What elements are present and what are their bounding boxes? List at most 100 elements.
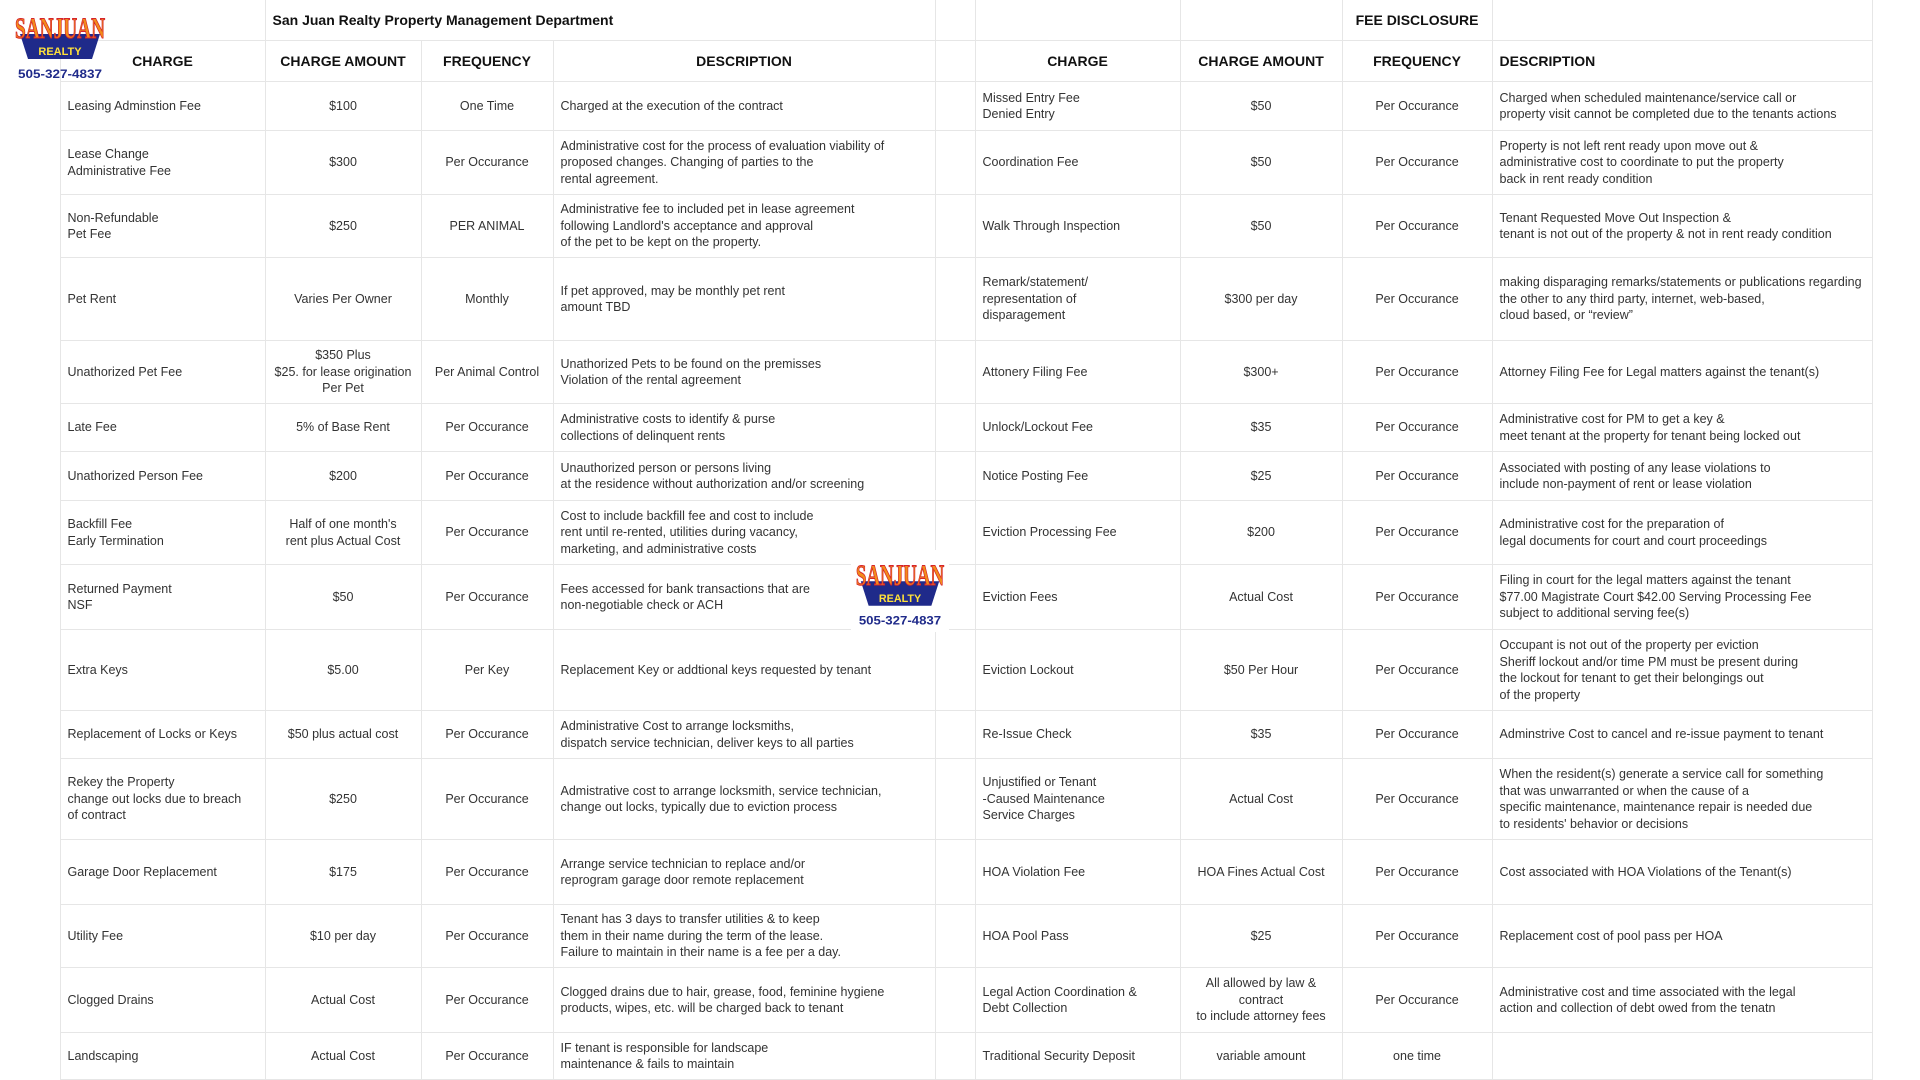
left-charge-cell: Landscaping — [59, 1032, 266, 1080]
gap-cell — [934, 710, 976, 759]
header-charge-amount: CHARGE AMOUNT — [1179, 40, 1343, 82]
right-description-cell: Administrative cost for PM to get a key … — [1491, 403, 1873, 452]
left-frequency-cell: Per Occurance — [420, 904, 554, 968]
right-frequency-cell: Per Occurance — [1341, 904, 1493, 968]
right-charge-cell: Remark/statement/ representation of disp… — [974, 257, 1181, 341]
margin-cell — [0, 840, 60, 905]
title-row: San Juan Realty Property Management Depa… — [0, 0, 1873, 41]
left-description-cell: Administrative cost for the process of e… — [552, 130, 936, 195]
left-charge-amount-cell: 5% of Base Rent — [264, 403, 422, 452]
right-charge-amount-cell: Actual Cost — [1179, 758, 1343, 840]
left-charge-amount-cell: $50 plus actual cost — [264, 710, 422, 759]
left-description-cell: Cost to include backfill fee and cost to… — [552, 500, 936, 565]
left-charge-amount-cell: Actual Cost — [264, 1032, 422, 1080]
right-frequency-cell: Per Occurance — [1341, 839, 1493, 905]
logo-shield-icon — [860, 581, 940, 606]
right-charge-amount-cell: Actual Cost — [1179, 564, 1343, 630]
left-frequency-cell: Per Occurance — [420, 500, 554, 565]
left-description-cell: Administrative Cost to arrange locksmith… — [552, 710, 936, 759]
right-charge-cell: Notice Posting Fee — [974, 451, 1181, 501]
left-charge-cell: Replacement of Locks or Keys — [59, 710, 266, 759]
right-frequency-cell: Per Occurance — [1341, 564, 1493, 630]
gap-cell — [934, 758, 976, 840]
table-row: Clogged Drains Actual Cost Per Occurance Cl… — [0, 967, 1873, 1033]
left-frequency-cell: Per Occurance — [420, 967, 554, 1033]
right-description-cell: Replacement cost of pool pass per HOA — [1491, 904, 1873, 968]
right-description-cell: Administrative cost for the preparation … — [1491, 500, 1873, 565]
gap-cell — [934, 194, 976, 258]
margin-cell — [0, 1033, 60, 1080]
margin-cell — [0, 968, 60, 1033]
right-charge-cell: Walk Through Inspection — [974, 194, 1181, 258]
right-frequency-cell: Per Occurance — [1341, 500, 1493, 565]
left-frequency-cell: Per Key — [420, 629, 554, 711]
right-frequency-cell: Per Occurance — [1341, 403, 1493, 452]
right-description-cell: Tenant Requested Move Out Inspection & t… — [1491, 194, 1873, 258]
logo-shield-icon — [20, 34, 100, 59]
right-frequency-cell: one time — [1341, 1032, 1493, 1080]
right-charge-cell: Re-Issue Check — [974, 710, 1181, 759]
right-charge-amount-cell: $25 — [1179, 451, 1343, 501]
table-row: Unathorized Pet Fee $350 Plus $25. for le… — [0, 340, 1873, 404]
right-charge-amount-cell: $35 — [1179, 403, 1343, 452]
left-charge-amount-cell: $5.00 — [264, 629, 422, 711]
left-frequency-cell: One Time — [420, 81, 554, 131]
blank-cell — [974, 0, 1181, 41]
right-charge-amount-cell: variable amount — [1179, 1032, 1343, 1080]
right-charge-cell: HOA Violation Fee — [974, 839, 1181, 905]
right-charge-amount-cell: HOA Fines Actual Cost — [1179, 839, 1343, 905]
table-row: Extra Keys $5.00 Per Key Replacement Key or… — [0, 629, 1873, 711]
left-frequency-cell: Monthly — [420, 257, 554, 341]
table-row: Replacement of Locks or Keys $50 plus act… — [0, 710, 1873, 759]
header-description: DESCRIPTION — [552, 40, 936, 82]
right-charge-amount-cell: $50 — [1179, 194, 1343, 258]
margin-cell — [0, 565, 60, 630]
header-charge-amount: CHARGE AMOUNT — [264, 40, 422, 82]
gap-cell — [934, 629, 976, 711]
gap-cell — [934, 904, 976, 968]
right-description-cell: Property is not left rent ready upon mov… — [1491, 130, 1873, 195]
left-charge-amount-cell: $300 — [264, 130, 422, 195]
left-description-cell: Administrative fee to included pet in le… — [552, 194, 936, 258]
blank-cell — [1491, 0, 1873, 41]
left-charge-cell: Extra Keys — [59, 629, 266, 711]
right-charge-amount-cell: $50 — [1179, 81, 1343, 131]
right-charge-cell: Traditional Security Deposit — [974, 1032, 1181, 1080]
left-frequency-cell: Per Occurance — [420, 564, 554, 630]
logo-phone: 505-327-4837 — [18, 67, 102, 81]
right-charge-cell: Eviction Processing Fee — [974, 500, 1181, 565]
left-description-cell: Clogged drains due to hair, grease, food… — [552, 967, 936, 1033]
left-description-cell: IF tenant is responsible for landscape m… — [552, 1032, 936, 1080]
left-charge-amount-cell: $175 — [264, 839, 422, 905]
table-row: Pet Rent Varies Per Owner Monthly If pet ap… — [0, 257, 1873, 341]
right-charge-cell: Missed Entry Fee Denied Entry — [974, 81, 1181, 131]
gap-cell — [934, 130, 976, 195]
left-charge-amount-cell: $350 Plus $25. for lease origination Per… — [264, 340, 422, 404]
left-charge-cell: Unathorized Person Fee — [59, 451, 266, 501]
left-charge-cell: Rekey the Property change out locks due … — [59, 758, 266, 840]
right-charge-cell: Unlock/Lockout Fee — [974, 403, 1181, 452]
san-juan-realty-logo: SANJUAN REALTY 505-327-4837 — [15, 12, 106, 82]
margin-cell — [0, 341, 60, 404]
left-frequency-cell: PER ANIMAL — [420, 194, 554, 258]
right-frequency-cell: Per Occurance — [1341, 967, 1493, 1033]
right-frequency-cell: Per Occurance — [1341, 130, 1493, 195]
table-row: Unathorized Person Fee $200 Per Occurance U… — [0, 451, 1873, 501]
left-description-cell: Tenant has 3 days to transfer utilities … — [552, 904, 936, 968]
right-description-cell: Adminstrive Cost to cancel and re-issue … — [1491, 710, 1873, 759]
margin-cell — [0, 759, 60, 840]
left-charge-amount-cell: Varies Per Owner — [264, 257, 422, 341]
margin-cell — [0, 82, 60, 131]
left-charge-cell: Non-Refundable Pet Fee — [59, 194, 266, 258]
right-frequency-cell: Per Occurance — [1341, 710, 1493, 759]
margin-cell — [0, 711, 60, 759]
left-charge-cell: Late Fee — [59, 403, 266, 452]
right-charge-cell: Unjustified or Tenant -Caused Maintenanc… — [974, 758, 1181, 840]
right-description-cell: Charged when scheduled maintenance/servi… — [1491, 81, 1873, 131]
margin-cell — [0, 452, 60, 501]
document-title: San Juan Realty Property Management Depa… — [264, 0, 936, 41]
right-description-cell: Occupant is not out of the property per … — [1491, 629, 1873, 711]
table-row: Landscaping Actual Cost Per Occurance IF te… — [0, 1032, 1873, 1080]
fee-disclosure-heading: FEE DISCLOSURE — [1341, 0, 1493, 41]
gap-cell — [934, 40, 976, 82]
